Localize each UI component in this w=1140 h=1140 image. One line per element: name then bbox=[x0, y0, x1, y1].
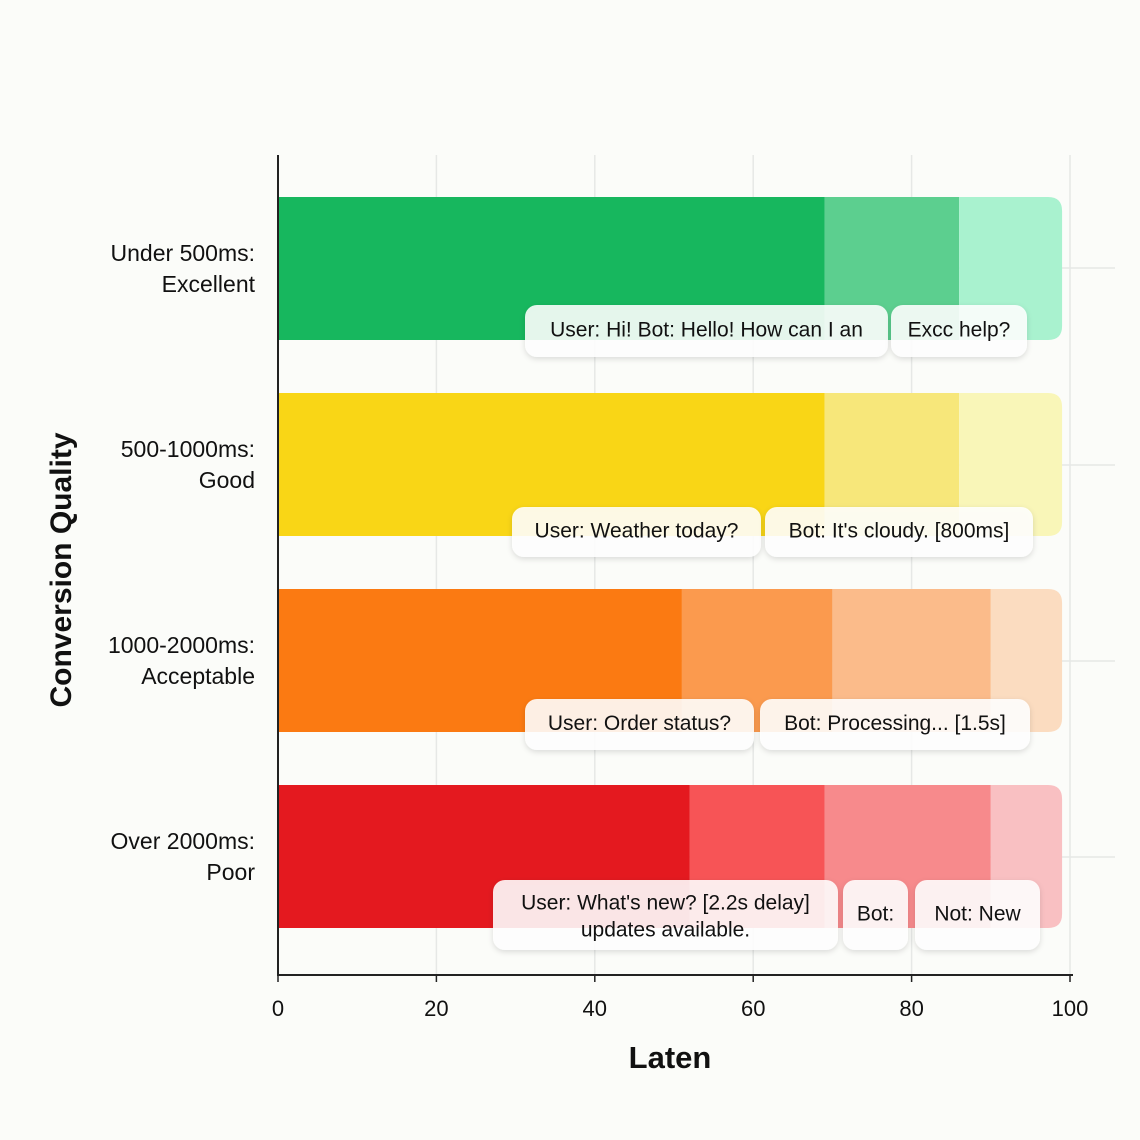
chat-bubble bbox=[765, 507, 1033, 557]
chat-text: User: Weather today? bbox=[535, 520, 739, 543]
bar-segment bbox=[990, 589, 1063, 732]
chat-bubble bbox=[493, 880, 838, 950]
x-tick-label: 80 bbox=[899, 996, 923, 1021]
y-tick-label: Good bbox=[199, 467, 255, 493]
x-axis-label: Laten bbox=[629, 1040, 712, 1075]
chat-text: User: Hi! Bot: Hello! How can I an bbox=[550, 319, 863, 342]
chat-text: User: Order status? bbox=[548, 712, 731, 735]
x-tick-label: 60 bbox=[741, 996, 765, 1021]
chat-bubble bbox=[525, 305, 888, 357]
chat-bubble bbox=[915, 880, 1040, 950]
chat-bubble bbox=[760, 699, 1030, 750]
chat-text: Bot: bbox=[857, 903, 894, 926]
x-tick-label: 20 bbox=[424, 996, 448, 1021]
x-tick-label: 100 bbox=[1052, 996, 1089, 1021]
chat-bubble bbox=[843, 880, 908, 950]
x-tick-label: 40 bbox=[583, 996, 607, 1021]
chat-text: Excc help? bbox=[908, 319, 1011, 342]
y-axis-label: Conversion Quality bbox=[45, 432, 78, 707]
chat-text: updates available. bbox=[581, 919, 750, 942]
x-tick-label: 0 bbox=[272, 996, 284, 1021]
chat-text: Bot: Processing... [1.5s] bbox=[784, 712, 1006, 735]
y-tick-label: Over 2000ms: bbox=[111, 828, 255, 854]
y-tick-label: Excellent bbox=[162, 271, 256, 297]
bar-segment bbox=[959, 393, 1063, 536]
y-tick-label: Under 500ms: bbox=[111, 240, 255, 266]
chat-bubble bbox=[525, 699, 754, 750]
y-tick-label: Poor bbox=[206, 859, 255, 885]
chat-text: Bot: It's cloudy. [800ms] bbox=[789, 520, 1010, 543]
bubbles: User: Hi! Bot: Hello! How can I an Excc h… bbox=[493, 305, 1040, 950]
chat-text: User: What's new? [2.2s delay] bbox=[521, 892, 810, 915]
y-tick-label: 1000-2000ms: bbox=[108, 632, 255, 658]
chat-text: Not: New bbox=[934, 903, 1021, 926]
y-tick-label: 500-1000ms: bbox=[121, 436, 255, 462]
y-tick-label: Acceptable bbox=[141, 663, 255, 689]
chat-bubble bbox=[891, 305, 1027, 357]
bar-segment bbox=[959, 197, 1063, 340]
chat-bubble bbox=[512, 507, 761, 557]
